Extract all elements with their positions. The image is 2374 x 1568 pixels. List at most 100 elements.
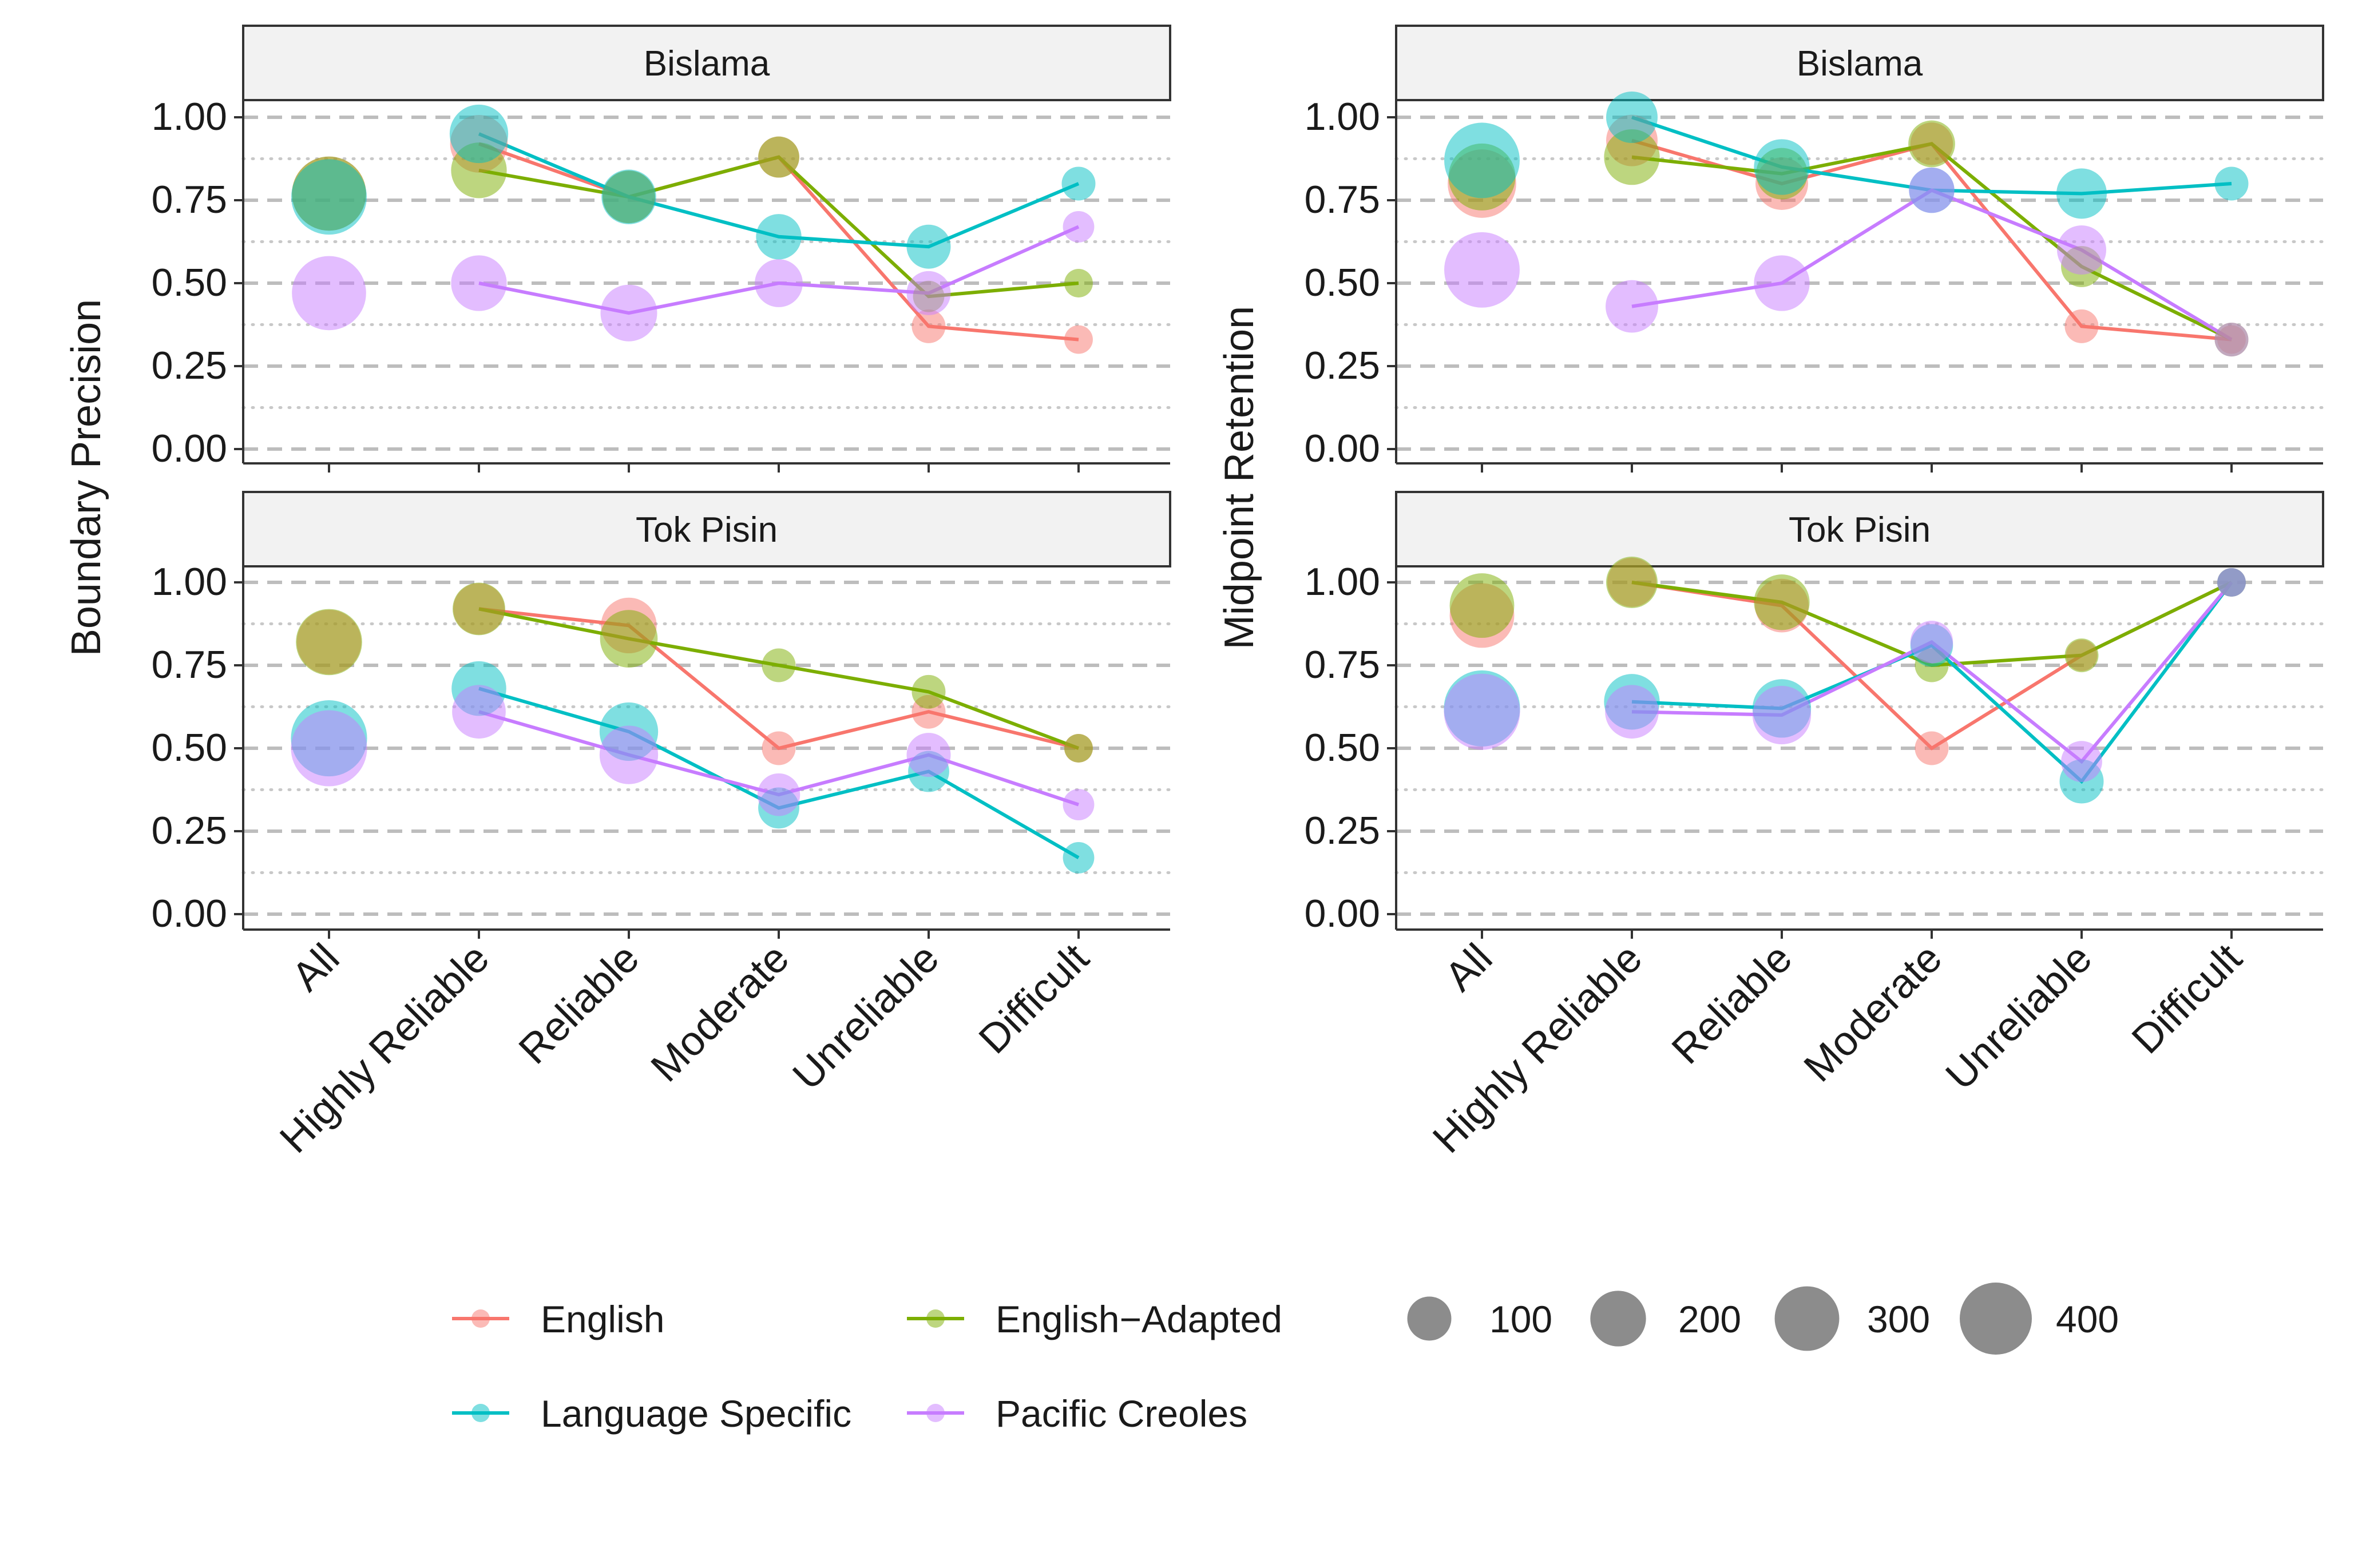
point-pacific-creoles-all [1444,673,1520,750]
point-english-adapted-all [1449,573,1515,638]
panel-title: Tok Pisin [636,510,778,550]
point-english-adapted-unreliable [911,674,946,709]
point-english-adapted-reliable [1754,574,1810,630]
x-tick-label: Reliable [510,935,648,1073]
legend-item-english: English [452,1298,664,1340]
point-pacific-creoles-moderate [1910,621,1953,664]
y-tick-label: 1.00 [1305,560,1380,604]
x-tick-label: Unreliable [784,935,948,1099]
size-legend-point [1774,1286,1840,1351]
size-legend-point [1407,1296,1452,1341]
point-pacific-creoles-difficult [1063,211,1095,243]
point-pacific-creoles-all [292,256,366,331]
point-pacific-creoles-all [291,710,367,787]
point-english-adapted-difficult [1064,734,1093,763]
legend-label: Language Specific [541,1392,851,1435]
point-pacific-creoles-moderate [1909,167,1955,213]
legend-item-english-adapted: English−Adapted [907,1298,1282,1340]
y-tick-label: 0.75 [152,643,227,686]
legend-label: English [541,1298,664,1340]
legend-item-language-specific: Language Specific [452,1392,851,1435]
y-tick-label: 1.00 [1305,95,1380,138]
point-language-specific-difficult [2214,166,2249,201]
y-tick-label: 0.00 [152,892,227,935]
point-english-moderate [762,731,796,765]
x-tick-label: All [1436,935,1501,1000]
y-tick-label: 0.25 [152,344,227,387]
y-axis-title-right: Midpoint Retention [1216,306,1262,649]
point-pacific-creoles-unreliable [906,271,951,315]
point-pacific-creoles-highly-reliable [452,685,506,739]
y-tick-label: 0.25 [152,809,227,852]
point-english-unreliable [911,309,946,343]
point-pacific-creoles-all [1444,232,1520,308]
x-tick-label: Moderate [643,935,798,1091]
y-tick-label: 0.00 [1305,892,1380,935]
point-english-difficult [1064,325,1093,354]
point-language-specific-difficult [1061,166,1096,201]
y-tick-label: 1.00 [152,560,227,604]
point-english-adapted-moderate [762,648,796,682]
point-english-adapted-highly-reliable [1604,129,1660,185]
size-legend-label: 100 [1489,1298,1552,1340]
point-language-specific-unreliable [2056,168,2107,219]
legend-label: English−Adapted [996,1298,1282,1340]
y-tick-label: 0.50 [152,261,227,304]
point-english-adapted-highly-reliable [453,582,505,636]
point-language-specific-highly-reliable [449,104,509,164]
point-english-adapted-unreliable [2064,638,2099,673]
y-tick-label: 0.25 [1305,809,1380,852]
legend-key-point [471,1404,490,1422]
panel-bislama-boundary-precision: Bislama 0.00 0.25 0.50 0.75 1.00 [152,25,1172,473]
point-pacific-creoles-difficult [2214,323,2249,357]
point-pacific-creoles-highly-reliable [451,255,507,311]
point-english-unreliable [2064,309,2099,343]
point-language-specific-moderate [756,214,802,260]
y-tick-label: 0.50 [152,726,227,769]
size-legend-item-400: 400 [1960,1283,2119,1355]
point-pacific-creoles-moderate [757,773,800,816]
panel-title: Tok Pisin [1789,510,1931,550]
point-language-specific-highly-reliable [1606,92,1658,143]
panel-strip [1395,25,2324,101]
size-legend-label: 400 [2056,1298,2119,1340]
point-pacific-creoles-reliable [599,725,659,784]
point-english-adapted-all [296,609,362,676]
panel-strip [242,491,1171,567]
point-pacific-creoles-reliable [1754,255,1810,311]
point-pacific-creoles-moderate [755,259,803,307]
y-tick-label: 1.00 [152,95,227,138]
point-pacific-creoles-unreliable [2061,741,2102,783]
panel-title: Bislama [644,44,770,84]
point-english-adapted-highly-reliable [1606,557,1658,608]
point-pacific-creoles-reliable [1752,685,1812,745]
x-tick-label: Unreliable [1937,935,2101,1099]
y-tick-label: 0.00 [152,427,227,470]
point-language-specific-unreliable [906,224,951,269]
size-legend-label: 200 [1678,1298,1741,1340]
size-legend-point [1590,1291,1646,1347]
point-english-adapted-moderate [758,136,799,178]
x-tick-label: Moderate [1796,935,1951,1091]
x-tick-label: Difficult [2123,935,2251,1063]
point-english-moderate [1915,731,1949,765]
point-pacific-creoles-highly-reliable [1606,280,1658,333]
legend: English English−Adapted Language Specific P… [452,1283,2119,1435]
legend-label: Pacific Creoles [996,1392,1247,1435]
size-legend-item-300: 300 [1774,1286,1930,1351]
y-tick-label: 0.75 [1305,178,1380,221]
y-tick-label: 0.00 [1305,427,1380,470]
point-english-adapted-reliable [600,610,658,668]
point-pacific-creoles-unreliable [2057,225,2106,275]
point-english-adapted-moderate [1908,120,1955,168]
y-tick-label: 0.50 [1305,261,1380,304]
point-language-specific-all [291,159,367,235]
point-pacific-creoles-difficult [2217,568,2246,597]
size-legend-item-100: 100 [1407,1296,1552,1341]
point-pacific-creoles-unreliable [906,733,951,777]
size-legend-label: 300 [1867,1298,1930,1340]
